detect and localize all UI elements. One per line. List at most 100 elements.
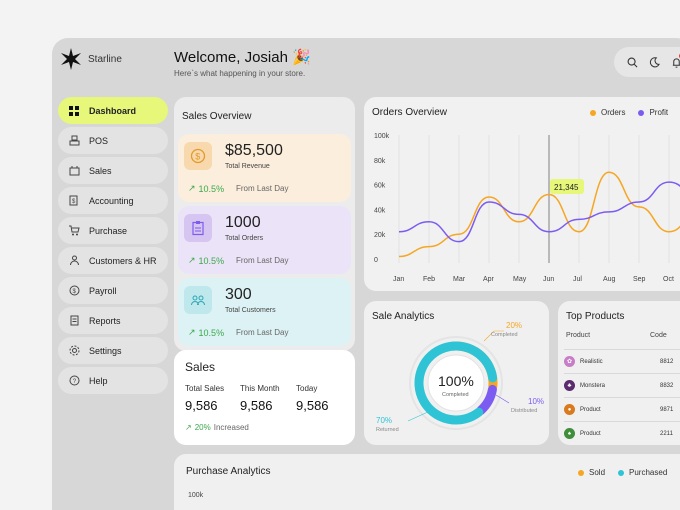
- x-tick-label: Feb: [423, 276, 435, 283]
- sidebar-item-settings[interactable]: Settings: [58, 337, 168, 364]
- donut-track: [409, 336, 503, 430]
- users-icon: [191, 295, 205, 306]
- legend-swatch: [618, 469, 625, 476]
- report-icon: [68, 315, 80, 327]
- stat-label: Total Orders: [225, 235, 264, 242]
- welcome-title: Welcome, Josiah 🎉: [174, 49, 311, 66]
- orders-card[interactable]: 1000 Total Orders ↗ 10.5% From Last Day: [178, 206, 351, 274]
- sales-card: Sales Total Sales 9,586 This Month 9,586…: [174, 350, 355, 445]
- sales-increase-value: 20%: [194, 423, 211, 432]
- sidebar-item-customers-hr[interactable]: Customers & HR: [58, 247, 168, 274]
- x-tick-label: Jul: [573, 276, 582, 283]
- sales-title: Sales: [185, 360, 216, 374]
- sidebar-item-help[interactable]: ? Help: [58, 367, 168, 394]
- table-row[interactable]: ♠ Product 2211: [564, 421, 680, 445]
- moon-icon[interactable]: [648, 56, 660, 68]
- sidebar-item-reports[interactable]: Reports: [58, 307, 168, 334]
- table-row[interactable]: ✿ Realistic 8812: [564, 349, 680, 373]
- legend-label: Sold: [589, 468, 606, 477]
- sales-col-value: 9,586: [296, 398, 329, 413]
- tooltip-box: [550, 179, 584, 194]
- sidebar-item-accounting[interactable]: $ Accounting: [58, 187, 168, 214]
- stat-value: 1000: [225, 214, 261, 231]
- y-tick-label: 100k: [374, 133, 390, 140]
- orders-overview-card: Orders Overview Orders Profit 0 20k 40k 60k…: [364, 97, 680, 291]
- x-tick-label: Sep: [633, 276, 646, 283]
- sidebar-item-pos[interactable]: POS: [58, 127, 168, 154]
- series-line-orders: [398, 171, 680, 258]
- sidebar-item-dashboard[interactable]: Dashboard: [58, 97, 168, 124]
- y-tick-label: 0: [374, 257, 378, 264]
- trend-up-icon: ↗: [188, 183, 196, 193]
- callout-value: 20%: [506, 321, 522, 330]
- donut-center-value: 100%: [438, 373, 474, 389]
- stat-label: Total Revenue: [225, 163, 270, 170]
- people-icon: [68, 255, 80, 267]
- sidebar-item-label: Customers & HR: [89, 255, 157, 266]
- trend-up-icon: ↗: [188, 255, 196, 265]
- sidebar-item-label: Reports: [89, 315, 121, 326]
- sale-analytics-title: Sale Analytics: [372, 311, 435, 322]
- top-products-title: Top Products: [566, 311, 625, 322]
- callout-label: Completed: [491, 332, 518, 338]
- brand[interactable]: Starline: [60, 48, 122, 70]
- brand-name: Starline: [88, 53, 122, 65]
- sidebar-item-sales[interactable]: Sales: [58, 157, 168, 184]
- stat-change: ↗ 10.5%: [188, 255, 224, 266]
- orders-icon-box: [184, 214, 212, 242]
- clipboard-icon: [192, 221, 204, 236]
- cart-icon: [68, 225, 80, 237]
- product-thumb-icon: ♣: [564, 380, 575, 391]
- product-name: Product: [580, 406, 601, 413]
- sidebar-item-label: Help: [89, 375, 108, 386]
- app-window: Starline Welcome, Josiah 🎉 Here`s what h…: [52, 38, 680, 510]
- payroll-icon: $: [68, 285, 80, 297]
- orders-overview-title: Orders Overview: [372, 107, 448, 118]
- welcome-subtitle: Here`s what happening in your store.: [174, 69, 306, 78]
- x-tick-label: Jun: [543, 276, 554, 283]
- y-tick-label: 60k: [374, 183, 386, 190]
- top-products-card: Top Products Product Code ✿ Realistic 88…: [558, 301, 680, 445]
- orders-legend: Orders Profit: [590, 108, 668, 117]
- purchase-legend: Sold Purchased: [578, 468, 667, 477]
- sales-col-label: Total Sales: [185, 384, 225, 393]
- svg-text:$: $: [72, 199, 76, 205]
- stat-from: From Last Day: [236, 184, 289, 193]
- donut-slice-returned: [414, 341, 498, 425]
- series-line-profit: [398, 181, 680, 243]
- cashier-icon: [68, 135, 80, 147]
- customers-card[interactable]: 300 Total Customers ↗ 10.5% From Last Day: [178, 278, 351, 346]
- chart-tooltip: 21,345: [550, 179, 584, 194]
- stat-change-value: 10.5%: [198, 327, 225, 338]
- revenue-card[interactable]: $ $85,500 Total Revenue ↗ 10.5% From Last…: [178, 134, 351, 202]
- sidebar-item-payroll[interactable]: $ Payroll: [58, 277, 168, 304]
- table-row[interactable]: ♣ Monstera 8832: [564, 373, 680, 397]
- bell-icon[interactable]: 2: [670, 53, 680, 68]
- sales-month: This Month 9,586: [240, 384, 280, 413]
- y-tick-label: 40k: [374, 207, 386, 214]
- y-tick-label: 80k: [374, 158, 386, 165]
- welcome-header: Welcome, Josiah 🎉 Here`s what happening …: [174, 48, 311, 78]
- purchase-analytics-card: Purchase Analytics Sold Purchased 100k: [174, 454, 680, 510]
- legend-label: Purchased: [629, 468, 668, 477]
- product-code: 9871: [660, 406, 674, 413]
- table-row[interactable]: ● Product 9871: [564, 397, 680, 421]
- sidebar-item-label: POS: [89, 135, 109, 146]
- svg-text:$: $: [195, 152, 200, 162]
- product-thumb-icon: ●: [564, 404, 575, 415]
- sidebar-item-purchase[interactable]: Purchase: [58, 217, 168, 244]
- search-icon[interactable]: [626, 56, 638, 68]
- accounting-icon: $: [68, 195, 80, 207]
- product-thumb-icon: ♠: [564, 428, 575, 439]
- sales-col-value: 9,586: [185, 398, 218, 413]
- help-icon: ?: [68, 375, 80, 387]
- callout-value: 70%: [376, 416, 392, 425]
- sidebar-item-label: Dashboard: [89, 105, 137, 116]
- revenue-icon-box: $: [184, 142, 212, 170]
- stat-label: Total Customers: [225, 307, 276, 314]
- sale-analytics-donut: 100% Completed 20% Completed 10% Distributed 7…: [376, 321, 544, 433]
- x-tick-label: Jan: [393, 276, 404, 283]
- tooltip-value: 21,345: [554, 183, 579, 192]
- callout-label: Distributed: [511, 408, 537, 414]
- col-header-code: Code: [650, 332, 667, 339]
